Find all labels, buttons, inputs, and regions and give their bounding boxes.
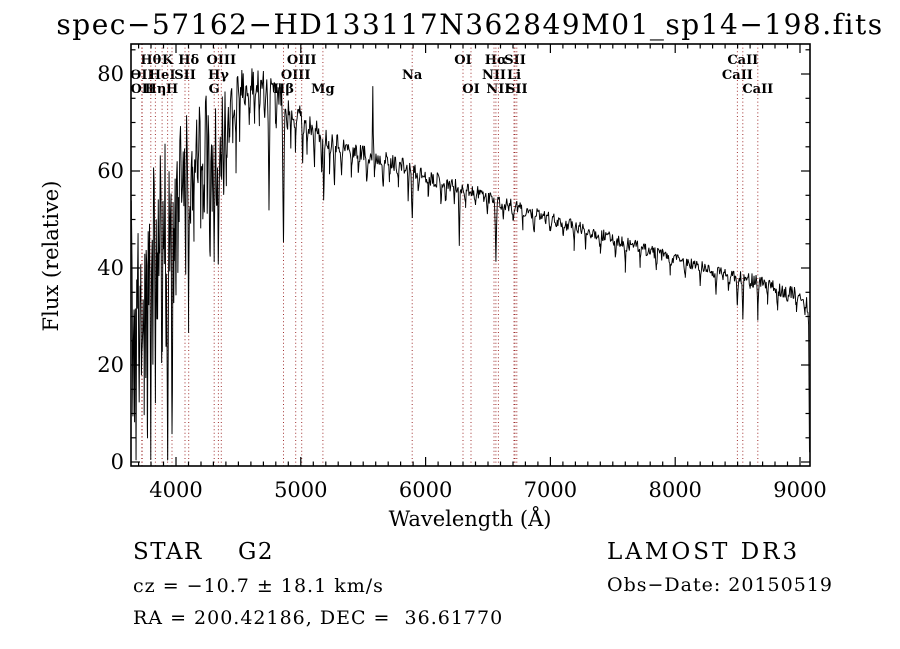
y-tick-label: 40: [97, 256, 124, 280]
spectral-line-label: Hα: [485, 53, 507, 68]
x-tick-label: 8000: [648, 478, 701, 502]
plot-title: spec−57162−HD133117N362849M01_sp14−198.f…: [56, 8, 883, 41]
spectral-line-label: NII: [482, 68, 506, 83]
x-tick-label: 9000: [773, 478, 826, 502]
radial-velocity-text: cz = −10.7 ± 18.1 km/s: [133, 575, 384, 597]
axis-ticks: [131, 44, 810, 466]
spectral-line-label: Hγ: [208, 68, 229, 83]
spectral-line-label: OII: [130, 82, 154, 97]
object-class-text: STAR G2: [133, 539, 274, 565]
x-axis-title: Wavelength (Å): [389, 506, 552, 531]
x-tick-label: 4000: [149, 478, 202, 502]
spectral-line-label: CaII: [722, 68, 753, 83]
x-tick-label: 5000: [274, 478, 327, 502]
spectral-line-label: Li: [507, 68, 521, 83]
spectral-line-label: Hη: [145, 82, 167, 97]
survey-release-text: LAMOST DR3: [607, 539, 800, 565]
y-tick-label: 20: [97, 353, 124, 377]
spectral-line-label: OIII: [281, 68, 311, 83]
spectral-line-label: SII: [174, 68, 196, 83]
spectral-line-labels: OIIOIIHθHηHeIKHSIIHδGHγOIIIHβOIIIOIIIMgN…: [130, 53, 773, 97]
spectral-line-label: K: [162, 53, 174, 68]
spectral-line-label: HeI: [149, 68, 176, 83]
spectral-line-label: Hθ: [140, 53, 161, 68]
y-tick-label: 0: [111, 450, 124, 474]
chart-area: OIIOIIHθHηHeIKHSIIHδGHγOIIIHβOIIIOIIIMgN…: [97, 43, 827, 502]
spectral-line-label: OII: [130, 68, 154, 83]
y-axis-title: Flux (relative): [39, 181, 63, 332]
spectral-line-label: OI: [454, 53, 471, 68]
spectral-line-label: SII: [506, 82, 528, 97]
spectrum-path: [131, 68, 810, 461]
spectral-line-label: CaII: [742, 82, 773, 97]
y-tick-label: 60: [97, 159, 124, 183]
spectral-line-label: OIII: [287, 53, 317, 68]
y-tick-label: 80: [97, 62, 124, 86]
spectral-line-label: OI: [462, 82, 479, 97]
spectral-line-label: Hδ: [178, 53, 199, 68]
plot-frame: [130, 43, 811, 467]
x-tick-label: 6000: [399, 478, 452, 502]
spectral-line-label: H: [166, 82, 178, 97]
obs-date-text: Obs−Date: 20150519: [607, 574, 833, 596]
spectral-line-label: CaII: [727, 53, 758, 68]
spectral-line-label: G: [209, 82, 220, 97]
spectral-line-markers: [141, 44, 759, 466]
spectral-line-label: SII: [504, 53, 526, 68]
spectral-line-label: Na: [402, 68, 423, 83]
spectral-line-label: Mg: [311, 82, 334, 97]
ra-dec-text: RA = 200.42186, DEC = 36.61770: [133, 607, 503, 629]
spectrum-trace: [131, 68, 810, 461]
x-tick-label: 7000: [524, 478, 577, 502]
spectral-line-label: NII: [486, 82, 510, 97]
spectral-line-label: OIII: [207, 53, 237, 68]
tick-labels: 4000 5000 6000 7000 8000 9000 0 20 40 60 80: [97, 62, 826, 502]
